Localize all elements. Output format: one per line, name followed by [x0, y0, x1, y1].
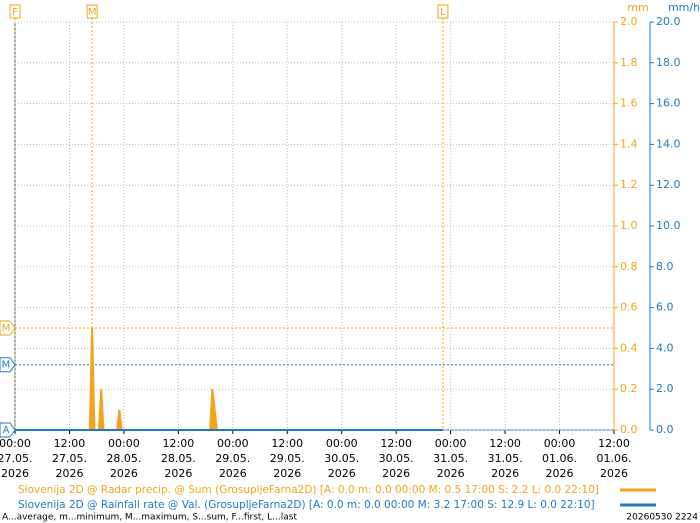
- x-tick-label: 2026: [110, 467, 138, 480]
- x-tick-label: 2026: [382, 467, 410, 480]
- marker-box: [9, 4, 21, 19]
- marker-label: L: [440, 7, 446, 18]
- marker-box: [0, 422, 16, 438]
- y-tick-label: 0.2: [620, 382, 638, 395]
- x-tick-label: 2026: [437, 467, 465, 480]
- x-tick-label: 00:00: [435, 437, 467, 450]
- x-tick-label: 00:00: [544, 437, 576, 450]
- series-line: [15, 327, 443, 431]
- x-tick-label: 27.05.: [0, 452, 33, 465]
- x-tick-label: 2026: [164, 467, 192, 480]
- marker-label: M: [2, 323, 11, 334]
- y2-tick-label: 8.0: [656, 260, 674, 273]
- legend-label: Slovenija 2D @ Rainfall rate @ Val. (Gro…: [18, 499, 595, 511]
- y2-tick-label: 4.0: [656, 341, 674, 354]
- y2-tick-label: 16.0: [656, 97, 681, 110]
- legend-label: Slovenija 2D @ Radar precip. @ Sum (Gros…: [18, 484, 599, 496]
- marker-box: [0, 357, 16, 373]
- x-tick-label: 00:00: [217, 437, 249, 450]
- marker-label: F: [12, 7, 18, 18]
- x-tick-label: 2026: [219, 467, 247, 480]
- x-tick-label: 29.05.: [270, 452, 305, 465]
- y2-tick-label: 2.0: [656, 382, 674, 395]
- x-tick-label: 00:00: [0, 437, 31, 450]
- x-tick-label: 31.05.: [488, 452, 523, 465]
- x-tick-label: 27.05.: [52, 452, 87, 465]
- footnote: A...average, m...minimum, M...maximum, S…: [2, 513, 297, 523]
- x-tick-label: 2026: [273, 467, 301, 480]
- x-tick-label: 00:00: [326, 437, 358, 450]
- x-tick-label: 2026: [55, 467, 83, 480]
- x-tick-label: 2026: [600, 467, 628, 480]
- y-tick-label: 1.8: [620, 56, 638, 69]
- x-tick-label: 12:00: [54, 437, 86, 450]
- y2-tick-label: 18.0: [656, 56, 681, 69]
- x-tick-label: 12:00: [271, 437, 303, 450]
- marker-label: M: [2, 360, 11, 371]
- x-tick-label: 2026: [491, 467, 519, 480]
- x-tick-label: 30.05.: [324, 452, 359, 465]
- marker-box: [0, 320, 16, 336]
- y-tick-label: 0.0: [620, 423, 638, 436]
- y-tick-label: 1.4: [620, 137, 638, 150]
- x-tick-label: 2026: [546, 467, 574, 480]
- y2-tick-label: 14.0: [656, 137, 681, 150]
- y2-tick-label: 0.0: [656, 423, 674, 436]
- y-tick-label: 0.8: [620, 260, 638, 273]
- x-tick-label: 28.05.: [161, 452, 196, 465]
- timestamp: 20260530 2224: [626, 513, 698, 523]
- x-tick-label: 01.06.: [597, 452, 632, 465]
- x-tick-label: 12:00: [163, 437, 195, 450]
- x-tick-label: 12:00: [380, 437, 412, 450]
- x-tick-label: 12:00: [598, 437, 630, 450]
- y-tick-label: 1.6: [620, 97, 638, 110]
- y-tick-label: 0.6: [620, 301, 638, 314]
- marker-label: A: [3, 425, 10, 436]
- x-tick-label: 28.05.: [106, 452, 141, 465]
- x-tick-label: 29.05.: [215, 452, 250, 465]
- y-tick-label: 2.0: [620, 15, 638, 28]
- x-tick-label: 2026: [328, 467, 356, 480]
- y2-unit: mm/h: [668, 1, 700, 14]
- y-tick-label: 0.4: [620, 341, 638, 354]
- x-tick-label: 30.05.: [379, 452, 414, 465]
- y2-tick-label: 20.0: [656, 15, 681, 28]
- x-tick-label: 01.06.: [542, 452, 577, 465]
- x-tick-label: 12:00: [489, 437, 521, 450]
- y2-tick-label: 6.0: [656, 301, 674, 314]
- marker-box: [86, 4, 98, 19]
- marker-box: [437, 4, 449, 19]
- y2-tick-label: 12.0: [656, 178, 681, 191]
- x-tick-label: 00:00: [108, 437, 140, 450]
- x-tick-label: 2026: [1, 467, 29, 480]
- x-tick-label: 31.05.: [433, 452, 468, 465]
- y-unit: mm: [627, 1, 648, 14]
- y-tick-label: 1.0: [620, 219, 638, 232]
- marker-label: M: [88, 7, 97, 18]
- y2-tick-label: 10.0: [656, 219, 681, 232]
- y-tick-label: 1.2: [620, 178, 638, 191]
